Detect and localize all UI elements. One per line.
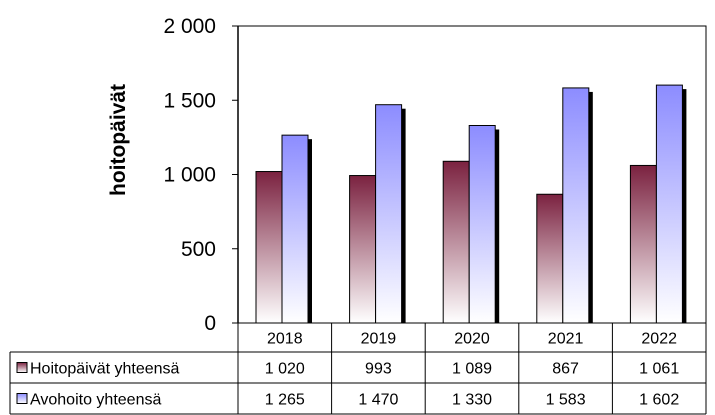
- bar-hoitopaivat-2018: [255, 171, 283, 324]
- table-cell: 1 602: [639, 392, 679, 409]
- table-cell: 1 330: [452, 392, 492, 409]
- bar-avohoito-2019: [375, 104, 403, 324]
- bar-avohoito-2022: [655, 84, 683, 324]
- table-cell: 1 089: [452, 361, 492, 378]
- bar-avohoito-2021: [562, 87, 590, 324]
- table-cell: 1 583: [546, 392, 586, 409]
- x-tick-label: 2020: [454, 331, 490, 348]
- table-cell: 1 020: [265, 361, 305, 378]
- table-cell: 1 470: [358, 392, 398, 409]
- x-tick-label: 2021: [548, 331, 584, 348]
- x-tick-label: 2018: [267, 331, 303, 348]
- x-tick-label: 2022: [641, 331, 677, 348]
- y-tick-label: 2 000: [163, 15, 216, 38]
- bar-avohoito-2020: [468, 124, 496, 324]
- legend-label: Hoitopäivät yhteensä: [30, 361, 180, 378]
- y-axis-label: hoitopäivät: [107, 84, 130, 196]
- y-tick-label: 1 500: [163, 89, 216, 112]
- x-tick-label: 2019: [361, 331, 397, 348]
- legend-swatch: [16, 393, 28, 404]
- table-cell: 993: [365, 361, 392, 378]
- table-cell: 1 265: [265, 392, 305, 409]
- bar-hoitopaivat-2020: [442, 160, 470, 324]
- bar-hoitopaivat-2021: [536, 193, 564, 324]
- legend-swatch: [16, 362, 28, 373]
- y-tick-label: 500: [181, 238, 216, 261]
- bar-avohoito-2018: [281, 134, 309, 324]
- y-tick-label: 0: [204, 312, 216, 335]
- y-tick-label: 1 000: [163, 164, 216, 187]
- legend-label: Avohoito yhteensä: [30, 392, 161, 409]
- bar-hoitopaivat-2019: [349, 175, 377, 324]
- bar-hoitopaivat-2022: [629, 164, 657, 324]
- table-cell: 1 061: [639, 361, 679, 378]
- table-cell: 867: [552, 361, 579, 378]
